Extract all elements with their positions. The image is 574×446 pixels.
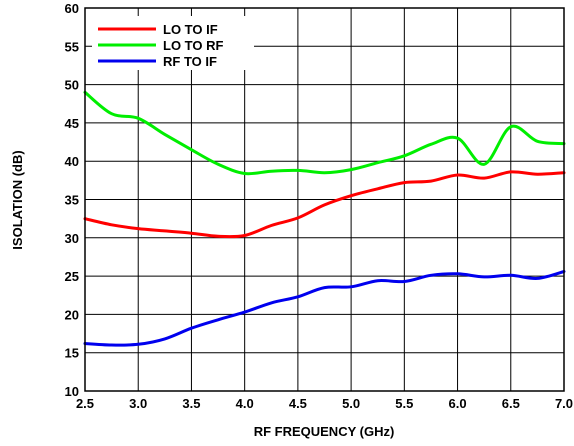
x-tick-label: 4.0	[236, 396, 254, 411]
y-tick-label: 40	[65, 154, 79, 169]
y-tick-labels: 10 15 20 25 30 35 40 45 50 55 60	[65, 1, 79, 399]
y-tick-label: 30	[65, 231, 79, 246]
x-tick-label: 2.5	[76, 396, 94, 411]
y-tick-label: 60	[65, 1, 79, 16]
legend-label-rf-to-if: RF TO IF	[163, 54, 217, 69]
x-tick-label: 7.0	[555, 396, 573, 411]
x-tick-labels: 2.5 3.0 3.5 4.0 4.5 5.0 5.5 6.0 6.5 7.0	[76, 396, 573, 411]
y-tick-label: 50	[65, 78, 79, 93]
series-line-rf-to-if	[83, 270, 566, 347]
y-tick-label: 45	[65, 116, 79, 131]
x-tick-label: 4.5	[289, 396, 307, 411]
x-tick-label: 5.5	[395, 396, 413, 411]
y-tick-label: 35	[65, 193, 79, 208]
x-tick-label: 5.0	[342, 396, 360, 411]
x-axis-label: RF FREQUENCY (GHz)	[254, 424, 395, 439]
y-tick-label: 20	[65, 307, 79, 322]
y-axis-label: ISOLATION (dB)	[10, 150, 25, 249]
plot-frame	[84, 7, 565, 392]
series-line-lo-to-rf	[83, 90, 566, 176]
y-tick-label: 25	[65, 269, 79, 284]
x-tick-label: 3.0	[129, 396, 147, 411]
x-tick-label: 6.0	[449, 396, 467, 411]
x-tick-label: 3.5	[182, 396, 200, 411]
y-tick-label: 15	[65, 346, 79, 361]
legend-label-lo-to-if: LO TO IF	[163, 22, 218, 37]
series-line-lo-to-if	[83, 170, 566, 239]
legend-label-lo-to-rf: LO TO RF	[163, 38, 223, 53]
y-tick-label: 55	[65, 39, 79, 54]
y-tick-label: 10	[65, 384, 79, 399]
series-group	[83, 90, 566, 347]
x-tick-label: 6.5	[502, 396, 520, 411]
